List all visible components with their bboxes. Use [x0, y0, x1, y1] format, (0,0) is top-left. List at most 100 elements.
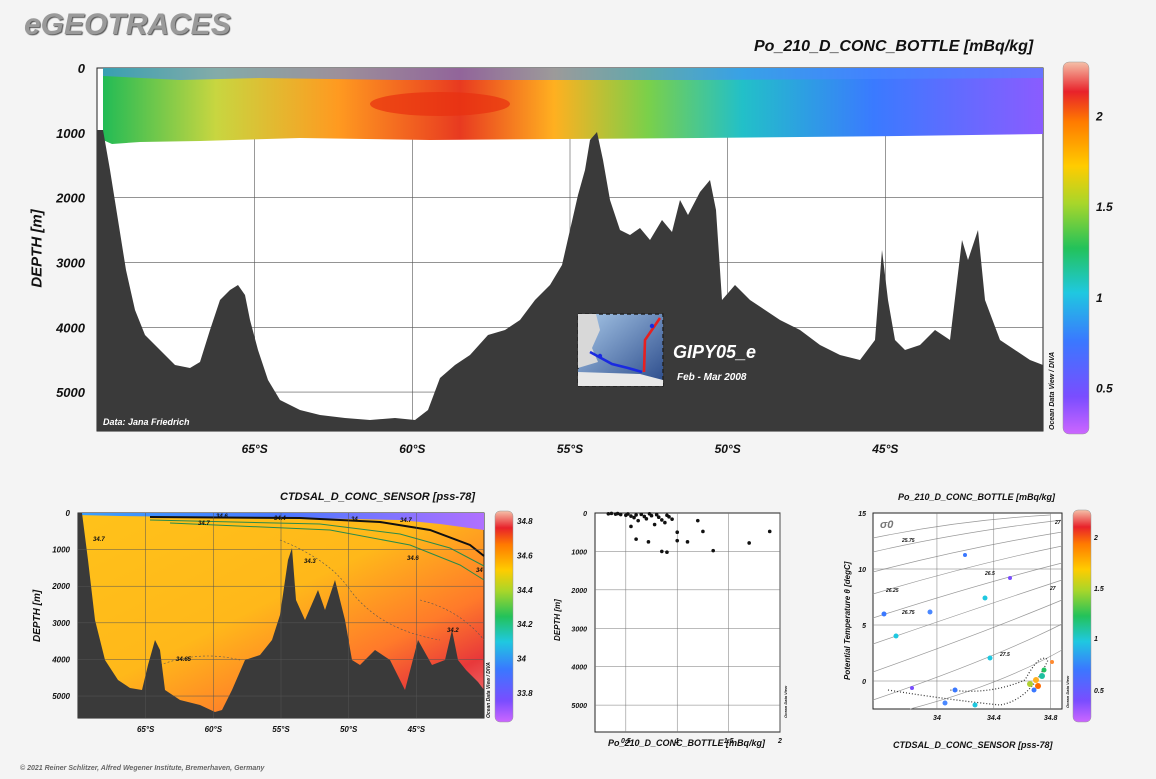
- scatter-y-tick-label: 0: [583, 511, 587, 518]
- salinity-contour-label: 34: [351, 517, 358, 523]
- salinity-colorbar: [494, 510, 514, 723]
- main-x-tick-label: 45°S: [871, 442, 898, 456]
- salinity-grid: [78, 513, 484, 718]
- main-side-label: Ocean Data View / DIVA: [1049, 352, 1056, 430]
- salinity-x-tick-label: 50°S: [340, 725, 358, 734]
- salinity-surface-layer: [78, 513, 484, 530]
- salinity-y-axis-label: DEPTH [m]: [32, 589, 43, 642]
- main-y-tick-label: 0: [78, 61, 86, 76]
- scatter-point: [644, 516, 649, 521]
- ts-isopycnal-label: 25.75: [901, 538, 915, 544]
- salinity-y-tick-label: 0: [66, 509, 71, 518]
- main-y-ticks: 0 1000 2000 3000 4000 5000: [55, 61, 86, 400]
- scatter-y-ticks: 0 1000 2000 3000 4000 5000: [570, 511, 587, 710]
- scatter-x-tick-label: 2: [777, 738, 782, 745]
- po210-max-core: [370, 92, 510, 116]
- ts-colorbar-tick-label: 1.5: [1094, 586, 1104, 593]
- po210-field: [103, 68, 1043, 144]
- ts-x-tick-label: 34.8: [1044, 715, 1058, 722]
- salinity-colorbar-tick-label: 34.2: [517, 620, 533, 629]
- ts-isopycnal-label: 26.75: [901, 610, 915, 616]
- ts-points: [881, 553, 1054, 708]
- ts-isopycnal-label: 27: [1049, 586, 1056, 592]
- ts-x-ticks: 34 34.4 34.8: [933, 715, 1058, 722]
- inset-cruise-name: GIPY05_e: [673, 342, 756, 362]
- scatter-point: [615, 511, 620, 516]
- salinity-contour-label: 34.6: [216, 514, 228, 520]
- ts-x-tick-label: 34.4: [987, 715, 1001, 722]
- scatter-point: [618, 512, 623, 517]
- salinity-y-ticks: 0 1000 2000 3000 4000 5000: [51, 509, 70, 701]
- main-y-tick-label: 2000: [55, 191, 86, 206]
- scatter-point: [670, 517, 674, 521]
- ts-x-tick-label: 34: [933, 715, 941, 722]
- salinity-colorbar-tick-label: 34.6: [517, 551, 533, 560]
- ts-chart-title: Po_210_D_CONC_BOTTLE [mBq/kg]: [898, 492, 1056, 502]
- ts-y-ticks: 15 10 5 0: [858, 511, 866, 686]
- salinity-contour-thin: [159, 539, 485, 666]
- ts-colorbar-tick-label: 1: [1094, 636, 1098, 643]
- scatter-point: [626, 512, 630, 516]
- ts-isopycnal-label: 26.25: [885, 588, 899, 594]
- scatter-point: [747, 541, 751, 545]
- salinity-y-tick-label: 1000: [52, 546, 70, 555]
- ts-y-tick-label: 0: [862, 679, 866, 686]
- ts-diagram-plot: σ0 25.75 26.25 26.75 26.5 27 27.5 27 15 10 5 0 34…: [843, 509, 1104, 750]
- main-colorbar-tick-label: 1.5: [1096, 200, 1113, 214]
- main-colorbar-tick-label: 2: [1095, 109, 1103, 123]
- salinity-y-tick-label: 5000: [52, 692, 70, 701]
- ts-x-axis-label: CTDSAL_D_CONC_SENSOR [pss-78]: [893, 740, 1054, 750]
- salinity-colorbar-tick-label: 34: [517, 655, 526, 664]
- ts-water-mass-curve: [887, 657, 1049, 706]
- ts-sigma-label: σ0: [880, 519, 894, 531]
- scatter-point: [685, 540, 690, 544]
- salinity-contours: [149, 519, 485, 581]
- salinity-colorbar-ticks: 34.8 34.6 34.4 34.2 34 33.8: [517, 517, 533, 698]
- scatter-y-tick-label: 1000: [571, 549, 587, 556]
- salinity-halocline: [149, 516, 485, 557]
- main-y-tick-label: 4000: [55, 320, 86, 335]
- salinity-colorbar-tick-label: 34.8: [517, 517, 533, 526]
- main-colorbar-ticks: 0.5 1 1.5 2: [1095, 109, 1113, 395]
- salinity-x-ticks: 65°S 60°S 55°S 50°S 45°S: [137, 725, 426, 734]
- main-seafloor: [97, 130, 1043, 431]
- scatter-point: [642, 514, 647, 519]
- salinity-contour-label: 34.65: [176, 657, 192, 663]
- salinity-contour-label: 34.7: [400, 518, 412, 524]
- scatter-point: [609, 511, 614, 516]
- scatter-x-ticks: 0.5 1 1.5 2: [621, 738, 782, 745]
- scatter-point: [656, 515, 661, 520]
- ts-plot-area: [872, 512, 1063, 710]
- scatter-point: [646, 540, 651, 544]
- ts-colorbar-tick-label: 2: [1093, 535, 1098, 542]
- salinity-y-tick-label: 4000: [51, 655, 70, 664]
- ts-colorbar-ticks: 2 1.5 1 0.5: [1093, 535, 1104, 695]
- po210-surface-blue: [103, 68, 1043, 80]
- scatter-point: [663, 520, 667, 525]
- main-y-tick-label: 3000: [56, 255, 86, 270]
- scatter-point: [695, 518, 700, 523]
- salinity-y-tick-label: 3000: [52, 619, 70, 628]
- scatter-y-tick-label: 3000: [571, 626, 587, 633]
- ts-grid: [873, 513, 1062, 709]
- scatter-point: [606, 511, 611, 516]
- scatter-y-tick-label: 4000: [570, 665, 587, 672]
- ts-y-tick-label: 10: [858, 567, 866, 574]
- scatter-x-tick-label: 0.5: [621, 738, 631, 745]
- salinity-chart-title: CTDSAL_D_CONC_SENSOR [pss-78]: [280, 491, 475, 503]
- ts-isopycnal-label: 27.5: [999, 652, 1010, 658]
- scatter-y-tick-label: 5000: [571, 703, 587, 710]
- scatter-plot-area: [594, 512, 781, 733]
- salinity-y-tick-label: 2000: [51, 582, 70, 591]
- ts-colorbar-tick-label: 0.5: [1094, 688, 1104, 695]
- salinity-contour-label: 34.3: [304, 559, 316, 565]
- salinity-side-label: Ocean Data View / DIVA: [486, 662, 492, 718]
- brand-logo: eGEOTRACES: [24, 8, 231, 41]
- scatter-x-axis-label: Po_210_D_CONC_BOTTLE [mBq/kg]: [608, 738, 766, 748]
- ts-y-tick-label: 15: [858, 511, 866, 518]
- salinity-section-plot: 34.734.734.634.334.734.634.6534.23434.43…: [32, 509, 533, 734]
- ts-side-label: Ocean Data View: [1065, 675, 1070, 708]
- scatter-point: [711, 548, 715, 553]
- scatter-point: [667, 515, 671, 519]
